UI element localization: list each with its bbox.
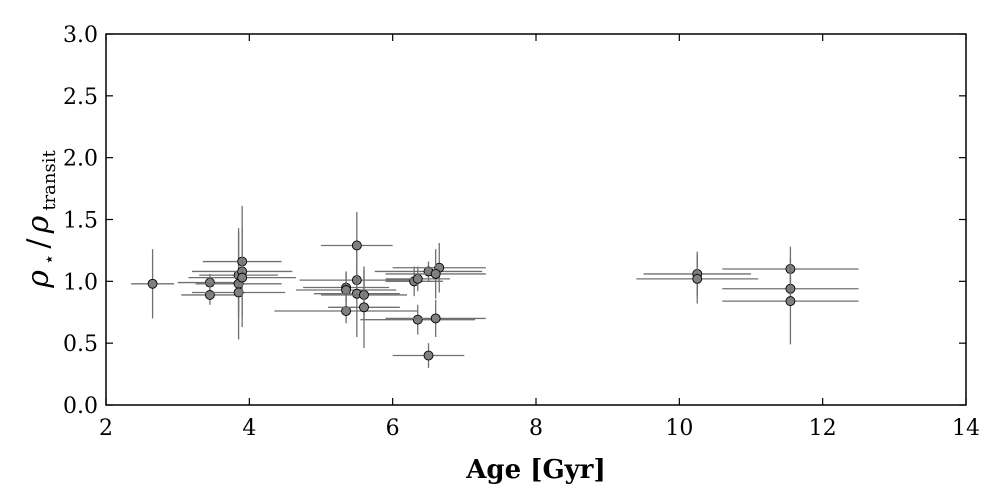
y-tick-label: 2.0: [63, 147, 98, 172]
point-marker: [237, 272, 248, 283]
data-point: [385, 299, 486, 337]
x-axis-title: Age [Gyr]: [465, 455, 606, 485]
x-tick-label: 4: [242, 416, 256, 441]
y-tick-label: 0.5: [63, 332, 98, 357]
svg-text:ρ ⋆ / ρ: ρ ⋆ / ρ transit: [21, 150, 60, 289]
y-axis-title-slash: /: [21, 238, 56, 249]
data-point: [385, 249, 486, 299]
data-point: [636, 254, 759, 304]
data-point: [392, 343, 465, 368]
y-tick-label: 1.0: [63, 270, 98, 295]
data-point: [131, 249, 175, 319]
x-tick-label: 10: [665, 416, 693, 441]
y-axis-title: ρ ⋆ / ρ transit: [21, 150, 60, 289]
y-tick-labels: 0.0 0.5 1.0 1.5 2.0 2.5 3.0: [63, 23, 98, 419]
point-marker: [359, 302, 369, 313]
data-point: [313, 250, 400, 337]
data-point: [274, 298, 418, 324]
y-axis-title-star-sub: ⋆: [39, 254, 60, 265]
data-marks: [131, 205, 859, 368]
point-marker: [430, 313, 441, 324]
x-tick-label: 6: [386, 416, 400, 441]
data-point: [360, 304, 476, 335]
data-point: [188, 228, 296, 328]
data-point: [722, 257, 859, 345]
point-marker: [423, 350, 434, 361]
point-marker: [412, 273, 423, 284]
point-marker: [147, 278, 158, 289]
x-tick-label: 2: [99, 416, 113, 441]
x-tick-label: 14: [952, 416, 980, 441]
y-axis-title-rho2: ρ: [21, 215, 56, 234]
point-marker: [785, 296, 796, 307]
point-marker: [341, 306, 352, 316]
point-marker: [351, 240, 362, 251]
point-marker: [692, 273, 703, 284]
y-axis-title-transit-sub: transit: [39, 150, 60, 211]
y-tick-label: 1.5: [63, 209, 98, 234]
point-marker: [233, 287, 244, 298]
y-tick-label: 3.0: [63, 23, 98, 48]
y-tick-label: 0.0: [63, 394, 98, 419]
y-axis-title-rho: ρ: [21, 270, 56, 289]
x-tick-label: 8: [529, 416, 543, 441]
y-tick-label: 2.5: [63, 85, 98, 110]
point-marker: [430, 268, 441, 279]
axis-ticks: [105, 33, 967, 406]
point-marker: [412, 314, 423, 325]
x-tick-label: 12: [809, 416, 837, 441]
x-tick-labels: 2 4 6 8 10 12 14: [99, 416, 980, 441]
data-point: [328, 266, 400, 349]
point-marker: [204, 289, 215, 300]
